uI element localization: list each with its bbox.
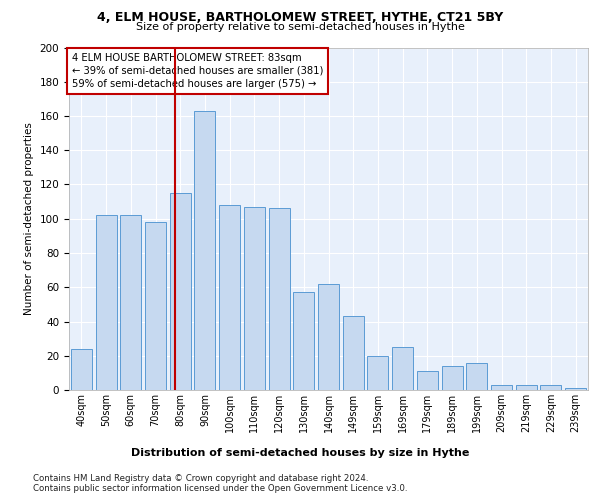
Text: Contains public sector information licensed under the Open Government Licence v3: Contains public sector information licen…	[33, 484, 407, 493]
Bar	[120, 216, 141, 390]
Bar	[367, 356, 388, 390]
Bar	[442, 366, 463, 390]
Bar	[516, 385, 537, 390]
Bar	[194, 111, 215, 390]
Bar	[343, 316, 364, 390]
Text: Contains HM Land Registry data © Crown copyright and database right 2024.: Contains HM Land Registry data © Crown c…	[33, 474, 368, 483]
Bar	[145, 222, 166, 390]
Bar	[219, 205, 240, 390]
Y-axis label: Number of semi-detached properties: Number of semi-detached properties	[24, 122, 34, 315]
Bar	[565, 388, 586, 390]
Text: 4 ELM HOUSE BARTHOLOMEW STREET: 83sqm
← 39% of semi-detached houses are smaller : 4 ELM HOUSE BARTHOLOMEW STREET: 83sqm ← …	[71, 52, 323, 89]
Bar	[541, 385, 562, 390]
Bar	[392, 347, 413, 390]
Bar	[318, 284, 339, 390]
Bar	[466, 362, 487, 390]
Bar	[491, 385, 512, 390]
Bar	[71, 349, 92, 390]
Bar	[293, 292, 314, 390]
Text: Size of property relative to semi-detached houses in Hythe: Size of property relative to semi-detach…	[136, 22, 464, 32]
Bar	[417, 371, 438, 390]
Bar	[95, 216, 116, 390]
Bar	[244, 207, 265, 390]
Text: 4, ELM HOUSE, BARTHOLOMEW STREET, HYTHE, CT21 5BY: 4, ELM HOUSE, BARTHOLOMEW STREET, HYTHE,…	[97, 11, 503, 24]
Bar	[170, 193, 191, 390]
Bar	[269, 208, 290, 390]
Text: Distribution of semi-detached houses by size in Hythe: Distribution of semi-detached houses by …	[131, 448, 469, 458]
